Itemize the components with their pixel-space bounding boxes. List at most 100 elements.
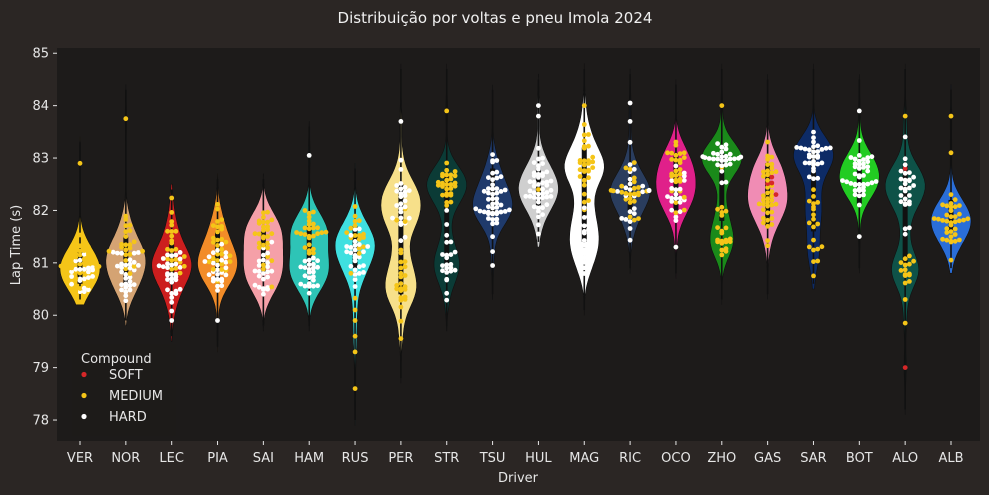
swarm-point	[944, 230, 950, 235]
swarm-point	[581, 199, 587, 205]
swarm-point	[448, 262, 454, 267]
plot-area	[57, 48, 980, 441]
swarm-point	[156, 263, 162, 269]
swarm-point	[127, 261, 133, 267]
swarm-point	[490, 152, 495, 158]
swarm-point	[394, 283, 400, 288]
swarm-point	[402, 193, 408, 198]
swarm-point	[769, 161, 775, 167]
swarm-point	[306, 214, 312, 220]
swarm-point	[948, 234, 954, 240]
swarm-point	[73, 275, 79, 281]
swarm-point	[123, 276, 129, 281]
swarm-point	[486, 196, 491, 202]
swarm-point	[173, 246, 179, 252]
swarm-point	[948, 220, 954, 226]
swarm-point	[352, 333, 358, 339]
swarm-point	[861, 192, 866, 198]
swarm-point	[223, 259, 229, 265]
swarm-point	[119, 282, 124, 288]
swarm-point	[761, 207, 766, 213]
swarm-point	[306, 248, 312, 254]
y-tick-label: 80	[32, 309, 49, 324]
swarm-point	[165, 261, 170, 267]
swarm-point	[719, 168, 725, 174]
swarm-point	[210, 239, 216, 245]
swarm-point	[77, 261, 83, 267]
swarm-point	[86, 269, 91, 275]
swarm-point	[123, 116, 129, 122]
swarm-point	[769, 170, 775, 176]
y-tick-label: 78	[32, 414, 49, 429]
swarm-point	[402, 259, 408, 264]
swarm-point	[452, 249, 458, 255]
swarm-point	[494, 220, 500, 226]
swarm-point	[673, 191, 679, 197]
swarm-point	[398, 274, 404, 280]
swarm-point	[540, 205, 545, 211]
swarm-point	[948, 201, 954, 206]
swarm-point	[398, 191, 404, 197]
swarm-point	[861, 161, 866, 167]
swarm-point	[544, 190, 550, 195]
swarm-point	[265, 285, 270, 290]
swarm-point	[811, 224, 816, 230]
swarm-point	[590, 239, 596, 245]
swarm-point	[581, 191, 587, 197]
swarm-point	[219, 246, 225, 252]
swarm-point	[581, 162, 587, 168]
swarm-point	[269, 258, 275, 264]
swarm-point	[490, 263, 495, 268]
swarm-point	[302, 273, 308, 279]
swarm-point	[210, 235, 216, 241]
swarm-point	[944, 212, 950, 218]
swarm-point	[490, 191, 495, 197]
swarm-point	[773, 192, 779, 198]
swarm-point	[902, 181, 908, 187]
swarm-point	[719, 180, 725, 186]
swarm-point	[123, 229, 129, 235]
swarm-point	[440, 171, 445, 177]
swarm-point	[673, 244, 679, 250]
x-tick-label-sai: SAI	[253, 451, 274, 466]
swarm-point	[352, 218, 358, 224]
swarm-point	[311, 265, 316, 271]
swarm-point	[302, 258, 308, 264]
swarm-point	[127, 251, 133, 257]
swarm-point	[631, 185, 637, 191]
swarm-point	[119, 265, 124, 270]
swarm-point	[627, 162, 633, 168]
swarm-point	[627, 200, 633, 205]
swarm-point	[802, 146, 808, 152]
swarm-point	[58, 263, 64, 269]
swarm-point	[673, 210, 679, 216]
swarm-point	[586, 158, 591, 164]
swarm-point	[160, 256, 166, 261]
swarm-point	[69, 251, 74, 257]
swarm-point	[681, 170, 687, 176]
swarm-point	[798, 145, 804, 151]
swarm-point	[169, 219, 175, 225]
swarm-point	[761, 220, 766, 226]
swarm-point	[769, 174, 775, 180]
swarm-point	[344, 249, 350, 255]
swarm-point	[398, 304, 404, 310]
swarm-point	[127, 279, 133, 284]
swarm-point	[723, 246, 729, 252]
y-axis-title: Lap Time (s)	[9, 205, 24, 285]
swarm-point	[165, 228, 170, 234]
swarm-point	[352, 386, 358, 391]
swarm-point	[119, 241, 124, 247]
swarm-point	[498, 202, 504, 208]
swarm-point	[127, 283, 133, 288]
swarm-point	[494, 196, 500, 202]
swarm-point	[261, 291, 266, 297]
swarm-point	[315, 283, 320, 289]
swarm-point	[544, 202, 550, 208]
swarm-point	[435, 179, 441, 185]
swarm-point	[898, 268, 904, 273]
swarm-point	[773, 169, 779, 175]
swarm-point	[131, 264, 137, 269]
swarm-point	[769, 154, 775, 160]
swarm-point	[481, 188, 487, 194]
